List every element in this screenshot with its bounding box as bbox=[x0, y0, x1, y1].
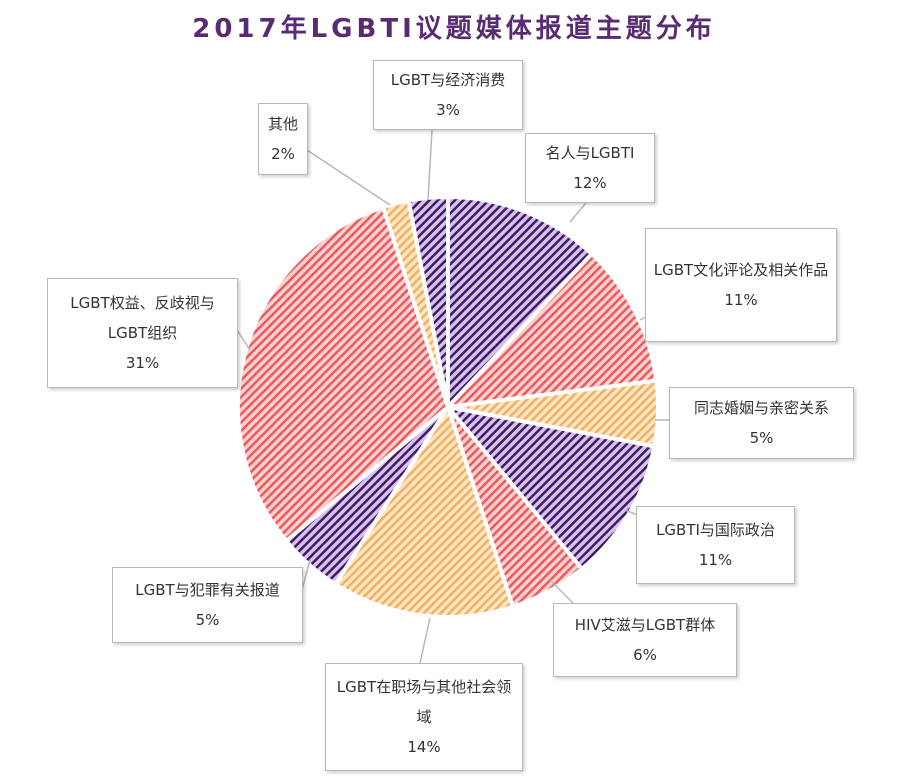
slice-pct: 12% bbox=[573, 174, 607, 192]
label-hiv: HIV艾滋与LGBT群体 6% bbox=[553, 603, 737, 677]
label-other: 其他 2% bbox=[258, 103, 308, 175]
slice-label: LGBT在职场与其他社会领域 bbox=[336, 678, 512, 726]
pie-slice-7 bbox=[236, 204, 451, 544]
pie-slice-3 bbox=[442, 403, 657, 572]
slice-label: HIV艾滋与LGBT群体 bbox=[574, 616, 716, 634]
slice-pct: 11% bbox=[698, 551, 733, 569]
slice-label: LGBTI与国际政治 bbox=[656, 521, 775, 539]
slice-label: 同志婚姻与亲密关系 bbox=[693, 399, 829, 417]
label-economy: LGBT与经济消费 3% bbox=[373, 60, 523, 130]
pie-slice-0 bbox=[446, 194, 595, 413]
slice-pct: 2% bbox=[271, 145, 295, 163]
slice-pct: 14% bbox=[407, 738, 441, 756]
label-marriage: 同志婚姻与亲密关系 5% bbox=[669, 387, 854, 459]
slice-label: LGBT与经济消费 bbox=[390, 71, 506, 89]
slice-label: LGBT文化评论及相关作品 bbox=[653, 261, 829, 279]
label-workplace: LGBT在职场与其他社会领域 14% bbox=[325, 663, 523, 771]
slice-label: 其他 bbox=[267, 115, 298, 133]
slice-label: LGBT与犯罪有关报道 bbox=[135, 581, 280, 599]
label-celebrity: 名人与LGBTI 12% bbox=[525, 133, 655, 203]
slice-label: LGBT权益、反歧视与LGBT组织 bbox=[70, 294, 215, 342]
label-rights: LGBT权益、反歧视与LGBT组织 31% bbox=[47, 278, 238, 388]
slice-pct: 6% bbox=[633, 646, 657, 664]
slice-pct: 11% bbox=[724, 291, 758, 309]
slice-pct: 31% bbox=[125, 354, 160, 372]
label-culture: LGBT文化评论及相关作品 11% bbox=[645, 228, 837, 342]
slice-pct: 3% bbox=[436, 101, 460, 119]
label-politics: LGBTI与国际政治 11% bbox=[636, 506, 795, 584]
slice-pct: 5% bbox=[749, 429, 774, 447]
chart-title: 2017年LGBTI议题媒体报道主题分布 bbox=[192, 14, 716, 44]
label-crime: LGBT与犯罪有关报道 5% bbox=[112, 567, 303, 643]
slice-pct: 5% bbox=[195, 611, 220, 629]
pie-slice-5 bbox=[332, 402, 516, 619]
pie-slice-1 bbox=[442, 251, 659, 410]
slice-label: 名人与LGBTI bbox=[545, 144, 635, 162]
